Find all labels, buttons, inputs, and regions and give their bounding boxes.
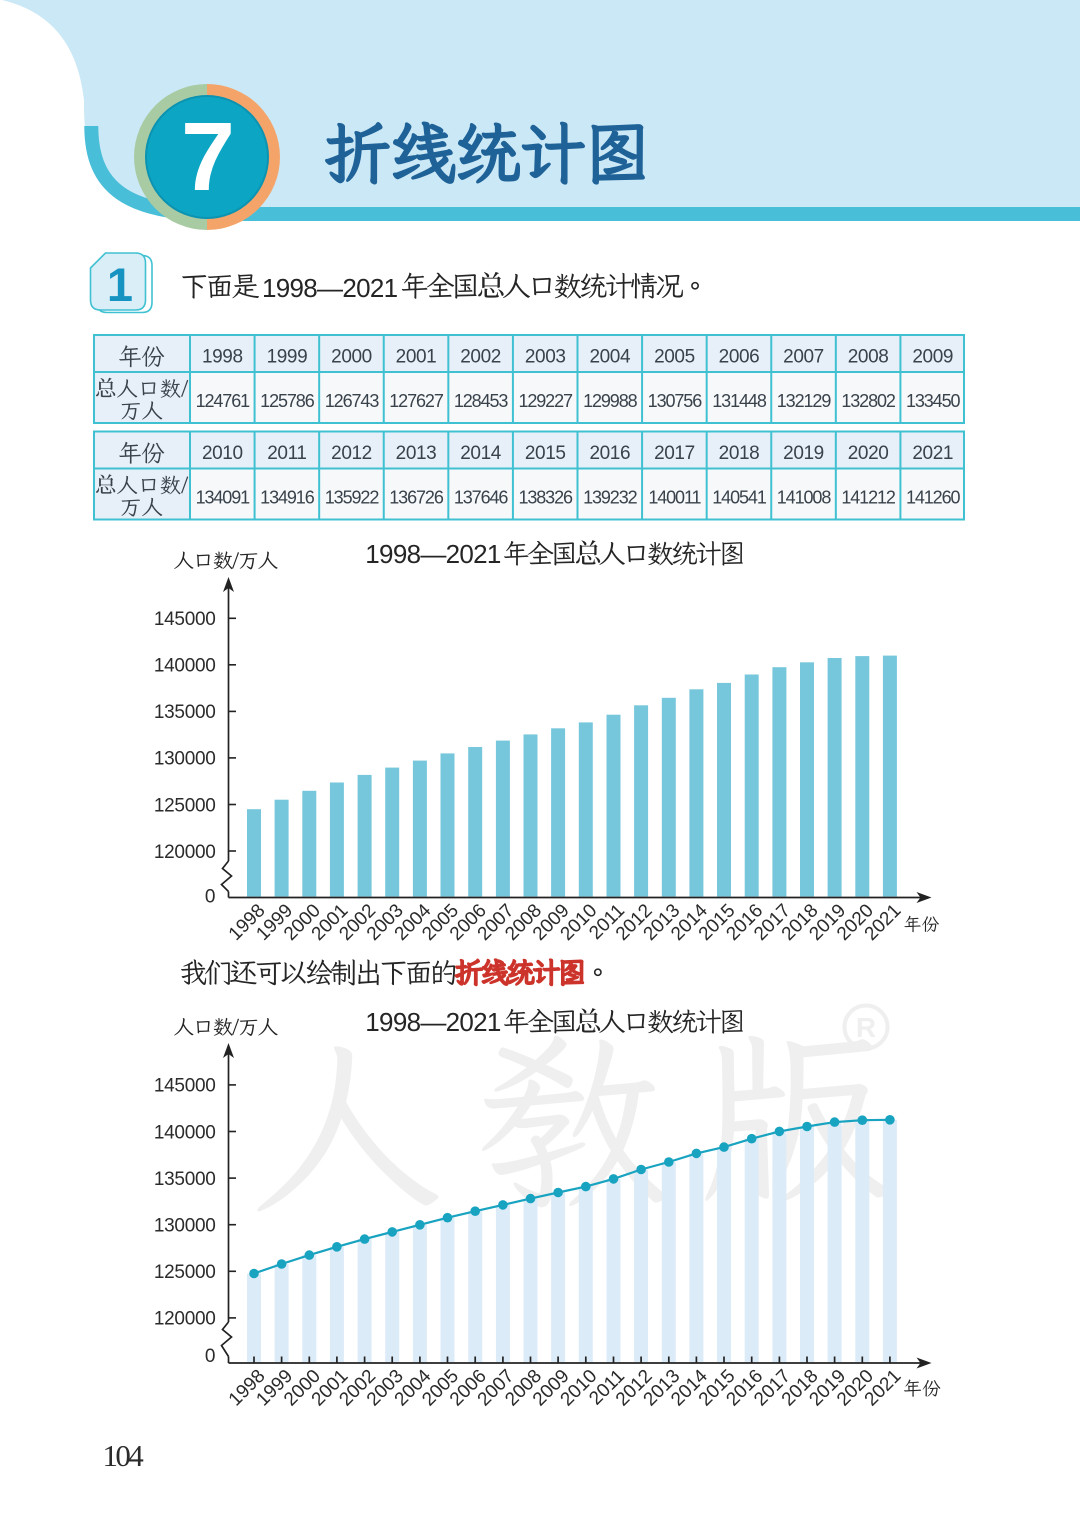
svg-text:141212: 141212 bbox=[841, 487, 896, 507]
svg-text:2018: 2018 bbox=[719, 443, 760, 464]
svg-text:120000: 120000 bbox=[154, 842, 216, 863]
svg-text:132129: 132129 bbox=[777, 391, 832, 411]
svg-text:131448: 131448 bbox=[712, 391, 767, 411]
svg-text:125000: 125000 bbox=[154, 795, 216, 816]
svg-text:2012: 2012 bbox=[331, 443, 372, 464]
svg-text:104: 104 bbox=[103, 1438, 145, 1473]
svg-text:2005: 2005 bbox=[654, 347, 695, 368]
svg-text:145000: 145000 bbox=[154, 609, 216, 630]
svg-text:1998—2021: 1998—2021 bbox=[365, 539, 501, 569]
svg-text:126743: 126743 bbox=[325, 391, 380, 411]
svg-text:0: 0 bbox=[205, 887, 216, 908]
svg-text:1998—2021: 1998—2021 bbox=[262, 273, 398, 303]
svg-text:2013: 2013 bbox=[396, 443, 437, 464]
svg-text:2014: 2014 bbox=[460, 443, 502, 464]
svg-text:7: 7 bbox=[181, 102, 235, 211]
svg-text:R: R bbox=[856, 1012, 876, 1043]
svg-text:134091: 134091 bbox=[196, 487, 251, 507]
svg-text:2001: 2001 bbox=[396, 347, 437, 368]
svg-text:140011: 140011 bbox=[648, 487, 701, 507]
svg-text:139232: 139232 bbox=[583, 487, 638, 507]
svg-text:2011: 2011 bbox=[267, 443, 306, 464]
svg-text:2017: 2017 bbox=[654, 443, 695, 464]
svg-text:135922: 135922 bbox=[325, 487, 380, 507]
svg-text:2004: 2004 bbox=[589, 347, 631, 368]
svg-text:140000: 140000 bbox=[154, 1122, 216, 1143]
svg-text:132802: 132802 bbox=[841, 391, 896, 411]
svg-text:2009: 2009 bbox=[912, 347, 953, 368]
svg-text:136726: 136726 bbox=[389, 487, 444, 507]
svg-text:2007: 2007 bbox=[783, 347, 824, 368]
svg-text:125786: 125786 bbox=[260, 391, 315, 411]
svg-text:140541: 140541 bbox=[712, 487, 767, 507]
svg-text:2019: 2019 bbox=[783, 443, 824, 464]
svg-text:2015: 2015 bbox=[525, 443, 566, 464]
svg-text:1999: 1999 bbox=[267, 347, 308, 368]
svg-text:2000: 2000 bbox=[331, 347, 372, 368]
svg-text:135000: 135000 bbox=[154, 702, 216, 723]
svg-text:130000: 130000 bbox=[154, 1216, 216, 1237]
svg-text:141260: 141260 bbox=[906, 487, 961, 507]
svg-text:129988: 129988 bbox=[583, 391, 638, 411]
svg-text:2008: 2008 bbox=[848, 347, 889, 368]
svg-text:124761: 124761 bbox=[196, 391, 251, 411]
svg-text:2010: 2010 bbox=[202, 443, 243, 464]
svg-text:140000: 140000 bbox=[154, 656, 216, 677]
svg-text:1998: 1998 bbox=[202, 347, 243, 368]
svg-text:2021: 2021 bbox=[912, 443, 953, 464]
svg-text:133450: 133450 bbox=[906, 391, 961, 411]
svg-text:128453: 128453 bbox=[454, 391, 509, 411]
svg-text:137646: 137646 bbox=[454, 487, 509, 507]
svg-text:1: 1 bbox=[107, 258, 133, 311]
svg-text:130000: 130000 bbox=[154, 749, 216, 770]
svg-text:120000: 120000 bbox=[154, 1309, 216, 1330]
svg-text:145000: 145000 bbox=[154, 1076, 216, 1097]
svg-text:130756: 130756 bbox=[648, 391, 703, 411]
svg-text:2016: 2016 bbox=[589, 443, 630, 464]
svg-text:2006: 2006 bbox=[719, 347, 760, 368]
svg-text:2002: 2002 bbox=[460, 347, 501, 368]
svg-text:138326: 138326 bbox=[518, 487, 573, 507]
svg-text:1998—2021: 1998—2021 bbox=[365, 1007, 501, 1037]
svg-text:134916: 134916 bbox=[260, 487, 315, 507]
svg-text:129227: 129227 bbox=[518, 391, 573, 411]
svg-text:127627: 127627 bbox=[389, 391, 444, 411]
svg-text:2020: 2020 bbox=[848, 443, 889, 464]
svg-text:135000: 135000 bbox=[154, 1169, 216, 1190]
svg-text:0: 0 bbox=[205, 1346, 216, 1367]
svg-text:141008: 141008 bbox=[777, 487, 832, 507]
svg-text:125000: 125000 bbox=[154, 1262, 216, 1283]
svg-text:2003: 2003 bbox=[525, 347, 566, 368]
